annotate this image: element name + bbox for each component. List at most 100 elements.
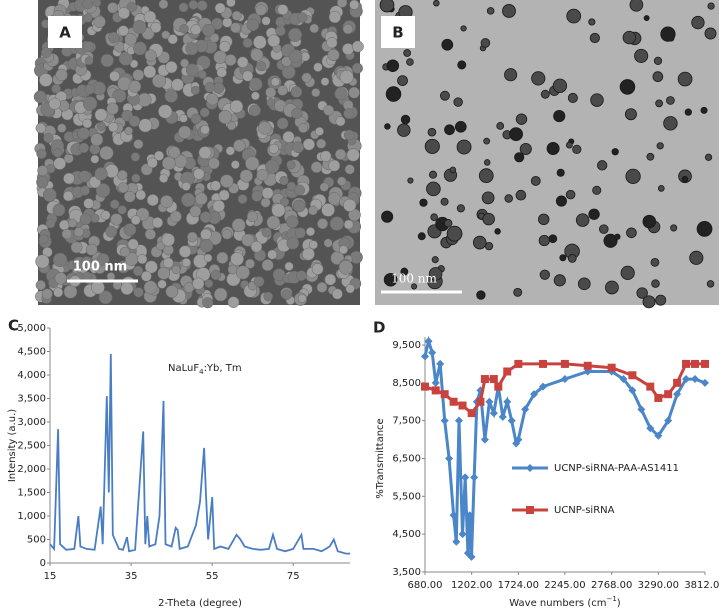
particle: [590, 93, 604, 107]
particle: [251, 91, 260, 101]
particle: [660, 26, 676, 42]
particle: [83, 13, 93, 23]
data-line: [423, 335, 706, 557]
particle: [241, 233, 255, 247]
x-axis-label: 2-Theta (degree): [158, 598, 242, 609]
particle: [199, 238, 214, 253]
particle: [622, 30, 637, 45]
particle: [352, 62, 363, 74]
particle: [117, 25, 129, 37]
particle: [78, 170, 91, 183]
particle: [650, 257, 660, 267]
particle: [279, 197, 290, 207]
point: [449, 511, 458, 520]
particle: [147, 157, 158, 169]
particle: [187, 231, 198, 243]
particle: [403, 49, 412, 57]
particle: [90, 154, 100, 164]
particle: [246, 18, 260, 32]
particle: [431, 256, 439, 264]
particle: [514, 152, 525, 163]
particle: [127, 238, 139, 250]
particle: [567, 92, 578, 103]
particle: [38, 73, 53, 87]
particle: [689, 250, 704, 265]
particle: [185, 42, 199, 56]
particle: [384, 123, 391, 130]
particle: [328, 159, 341, 172]
particle: [235, 265, 250, 280]
particle: [118, 7, 130, 20]
particle: [268, 143, 279, 154]
particle: [188, 0, 199, 10]
particle: [334, 87, 348, 101]
particle: [454, 120, 467, 133]
particle: [656, 142, 664, 150]
particle: [282, 130, 295, 143]
point: [619, 375, 628, 384]
particle: [589, 32, 600, 44]
particle: [276, 117, 289, 130]
particle: [329, 216, 345, 231]
particle: [540, 89, 550, 99]
particle: [230, 160, 240, 170]
particle: [677, 71, 693, 87]
particle: [130, 152, 140, 162]
particle: [288, 27, 303, 42]
particle: [277, 4, 289, 16]
point: [498, 412, 507, 421]
y-tick-label: 1,000: [17, 511, 46, 522]
particle: [515, 113, 528, 125]
particle: [538, 235, 550, 247]
legend-label: UCNP-siRNA-PAA-AS1411: [554, 463, 679, 474]
particle: [61, 228, 73, 240]
particle: [626, 227, 637, 239]
particle: [162, 257, 174, 269]
particle: [161, 156, 176, 171]
particle: [478, 168, 494, 184]
point: [458, 530, 467, 539]
particle: [227, 296, 240, 309]
particle: [311, 88, 321, 98]
particle: [411, 283, 418, 290]
point: [637, 405, 646, 414]
particle: [124, 33, 137, 46]
y-tick-label: 6,500: [392, 454, 421, 465]
particle: [256, 169, 269, 182]
particle: [286, 160, 296, 170]
particle: [427, 127, 437, 137]
particle: [509, 127, 523, 142]
particle: [565, 189, 576, 200]
point: [440, 416, 449, 425]
particle: [483, 159, 491, 166]
particle: [82, 0, 94, 10]
particle: [181, 181, 191, 191]
particle: [123, 223, 137, 237]
y-axis-label: %Transmittance: [375, 418, 386, 498]
particle: [79, 213, 92, 226]
particle: [288, 49, 303, 64]
particle: [323, 238, 333, 248]
particle: [249, 77, 263, 91]
particle: [144, 260, 158, 274]
particle: [203, 253, 213, 263]
particle: [457, 60, 467, 70]
scale-label: 100 nm: [391, 272, 437, 286]
particle: [108, 31, 120, 44]
particle: [230, 22, 241, 34]
particle: [643, 15, 650, 22]
particle: [336, 0, 348, 8]
particle: [513, 287, 523, 297]
particle: [317, 218, 329, 230]
particle: [324, 273, 337, 286]
particle: [316, 281, 328, 293]
particle: [48, 97, 61, 110]
particle: [57, 123, 67, 133]
particle: [266, 98, 276, 107]
particle: [651, 279, 660, 288]
y-tick-label: 5,500: [392, 491, 421, 502]
particle: [178, 125, 192, 139]
particle: [552, 78, 568, 93]
x-tick-label: 1724.00: [498, 580, 539, 591]
particle: [344, 164, 355, 175]
